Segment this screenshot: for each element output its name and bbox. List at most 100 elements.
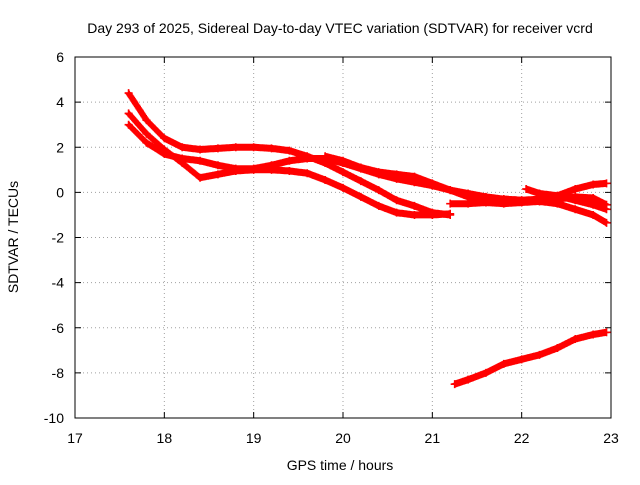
data-point — [553, 344, 562, 353]
data-point — [303, 154, 312, 163]
data-point — [522, 184, 531, 193]
data-point — [571, 205, 580, 214]
data-point — [410, 172, 419, 181]
data-point — [535, 350, 544, 359]
data-point — [285, 156, 294, 165]
y-tick-label: -4 — [52, 275, 65, 291]
data-point — [285, 166, 294, 175]
data-point — [374, 201, 383, 210]
chart-title: Day 293 of 2025, Sidereal Day-to-day VTE… — [87, 20, 593, 36]
series-track-1 — [124, 89, 455, 219]
y-tick-label: -6 — [52, 320, 65, 336]
data-point — [499, 195, 508, 204]
y-axis-label: SDTVAR / TECUs — [5, 181, 21, 293]
data-point — [553, 191, 562, 200]
data-point — [464, 375, 473, 384]
data-point — [464, 199, 473, 208]
x-tick-label: 20 — [335, 430, 351, 446]
data-point — [231, 143, 240, 152]
data-point — [160, 150, 169, 159]
data-point — [374, 186, 383, 195]
data-point — [213, 161, 222, 170]
data-point — [571, 196, 580, 205]
data-point — [356, 177, 365, 186]
data-point — [178, 154, 187, 163]
data-point — [321, 152, 330, 161]
data-point — [124, 89, 133, 98]
data-point — [446, 199, 455, 208]
x-tick-label: 17 — [67, 430, 83, 446]
data-point — [589, 200, 598, 209]
data-point — [517, 196, 526, 205]
data-point — [602, 328, 611, 337]
y-tick-label: 4 — [56, 94, 64, 110]
data-point — [267, 144, 276, 153]
data-point — [499, 359, 508, 368]
data-point — [602, 218, 611, 227]
data-point — [392, 170, 401, 179]
data-point — [535, 197, 544, 206]
data-point — [142, 116, 151, 125]
data-point — [602, 179, 611, 188]
data-point — [410, 201, 419, 210]
data-point — [178, 143, 187, 152]
data-point — [142, 138, 151, 147]
x-tick-label: 23 — [603, 430, 619, 446]
data-point — [602, 205, 611, 214]
data-point — [249, 143, 258, 152]
x-axis-label: GPS time / hours — [287, 457, 394, 473]
data-point — [196, 173, 205, 182]
x-tick-label: 22 — [514, 430, 530, 446]
data-point — [428, 179, 437, 188]
data-point — [481, 198, 490, 207]
y-tick-label: -10 — [44, 410, 64, 426]
data-point — [428, 210, 437, 219]
data-point — [339, 183, 347, 192]
data-point — [446, 209, 455, 218]
data-point — [321, 175, 330, 184]
data-point — [589, 194, 598, 203]
y-tick-label: 6 — [56, 49, 64, 65]
y-tick-label: -8 — [52, 365, 65, 381]
data-point — [213, 170, 222, 179]
series-track-6 — [522, 184, 611, 214]
data-point — [392, 208, 401, 217]
y-tick-label: -2 — [52, 230, 65, 246]
x-tick-label: 18 — [157, 430, 173, 446]
data-point — [356, 163, 365, 172]
data-point — [196, 145, 205, 154]
y-tick-label: 0 — [56, 184, 64, 200]
data-point — [142, 129, 151, 138]
data-point — [589, 330, 598, 339]
data-point — [410, 210, 419, 219]
data-point — [160, 134, 169, 143]
grid-lines — [75, 57, 611, 418]
data-point — [231, 164, 240, 173]
series-track-7 — [450, 328, 611, 389]
data-point — [267, 161, 276, 170]
data-point — [517, 355, 526, 364]
data-point — [303, 169, 312, 178]
data-point — [464, 192, 473, 201]
data-point — [571, 184, 580, 193]
data-point — [374, 168, 383, 177]
data-point — [339, 168, 347, 177]
data-point — [589, 180, 598, 189]
data-point — [249, 164, 258, 173]
data-series — [124, 89, 611, 389]
data-point — [196, 156, 205, 165]
data-point — [285, 146, 294, 155]
data-point — [589, 210, 598, 219]
x-tick-label: 21 — [425, 430, 441, 446]
y-tick-label: 2 — [56, 139, 64, 155]
axis-ticks: 17 18 19 20 21 22 23 -10 -8 -6 -4 -2 0 2 4 6 — [44, 49, 619, 446]
data-point — [124, 120, 133, 129]
data-point — [213, 144, 222, 153]
data-point — [481, 368, 490, 377]
data-point — [392, 196, 401, 205]
data-point — [535, 189, 544, 198]
data-point — [571, 335, 580, 344]
data-point — [450, 380, 459, 389]
data-point — [339, 156, 347, 165]
